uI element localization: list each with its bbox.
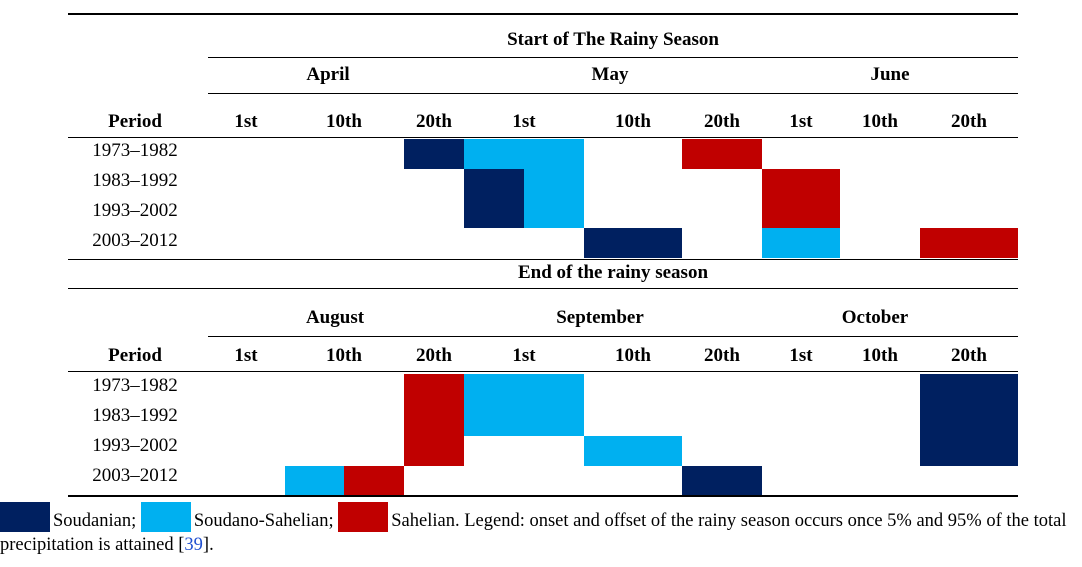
column-header: 1st bbox=[789, 111, 813, 132]
column-header: 10th bbox=[615, 111, 651, 132]
cell bbox=[404, 374, 464, 466]
column-header: 10th bbox=[615, 345, 651, 366]
column-header: 10th bbox=[862, 111, 898, 132]
month-header: May bbox=[591, 64, 629, 85]
row-label: 1973–1982 bbox=[92, 375, 178, 396]
month-header: April bbox=[306, 64, 350, 85]
month-header: October bbox=[841, 307, 909, 328]
column-header: 1st bbox=[512, 345, 536, 366]
legend-item: Soudano-Sahelian; bbox=[193, 511, 334, 531]
column-header: 20th bbox=[704, 345, 740, 366]
rule bbox=[68, 137, 1018, 138]
rule bbox=[208, 93, 1018, 94]
cell bbox=[344, 466, 404, 495]
cell bbox=[762, 169, 840, 228]
column-header: 20th bbox=[416, 111, 452, 132]
cell bbox=[524, 169, 584, 228]
cell bbox=[464, 139, 584, 169]
table-title: End of the rainy season bbox=[517, 262, 709, 283]
legend-item: Soudanian; bbox=[53, 511, 137, 531]
column-header: 10th bbox=[862, 345, 898, 366]
rule bbox=[68, 259, 1018, 260]
row-label: 2003–2012 bbox=[92, 230, 178, 251]
rule bbox=[68, 288, 1018, 289]
row-label: 1983–1992 bbox=[92, 405, 178, 426]
cell bbox=[920, 228, 1018, 258]
rule bbox=[208, 336, 1018, 337]
top-rule bbox=[68, 13, 1018, 15]
rule bbox=[208, 57, 1018, 58]
bottom-rule bbox=[68, 495, 1018, 497]
cell bbox=[584, 228, 682, 258]
row-label: 1993–2002 bbox=[92, 435, 178, 456]
cell bbox=[762, 228, 840, 258]
cell bbox=[682, 466, 762, 495]
cell bbox=[682, 139, 762, 169]
row-label: 2003–2012 bbox=[92, 465, 178, 486]
column-header: Period bbox=[108, 345, 162, 366]
cell bbox=[464, 169, 524, 228]
column-header: 10th bbox=[326, 111, 362, 132]
cell bbox=[584, 436, 682, 466]
legend-item: Sahelian. bbox=[391, 511, 460, 531]
cell bbox=[404, 139, 464, 169]
column-header: 10th bbox=[326, 345, 362, 366]
column-header: 1st bbox=[789, 345, 813, 366]
column-header: 20th bbox=[704, 111, 740, 132]
column-header: 1st bbox=[234, 345, 258, 366]
month-header: September bbox=[556, 307, 644, 328]
table-title: Start of The Rainy Season bbox=[507, 29, 719, 50]
legend: Soudanian; Soudano-Sahelian; Sahelian. L… bbox=[0, 502, 1082, 557]
month-header: June bbox=[870, 64, 910, 85]
legend-note: ]. bbox=[202, 535, 214, 555]
swatch bbox=[0, 502, 50, 532]
row-label: 1983–1992 bbox=[92, 170, 178, 191]
column-header: 20th bbox=[951, 111, 987, 132]
cell bbox=[464, 374, 584, 436]
column-header: 1st bbox=[234, 111, 258, 132]
cell bbox=[920, 374, 1018, 466]
column-header: 20th bbox=[416, 345, 452, 366]
cell bbox=[285, 466, 344, 495]
column-header: Period bbox=[108, 111, 162, 132]
row-label: 1993–2002 bbox=[92, 200, 178, 221]
row-label: 1973–1982 bbox=[92, 140, 178, 161]
legend-note: Legend: onset and offset of the rainy se… bbox=[0, 511, 1067, 555]
column-header: 1st bbox=[512, 111, 536, 132]
column-header: 20th bbox=[951, 345, 987, 366]
swatch bbox=[140, 502, 191, 532]
month-header: August bbox=[305, 307, 365, 328]
rule bbox=[68, 371, 1018, 372]
swatch bbox=[338, 502, 389, 532]
citation: 39 bbox=[184, 535, 203, 555]
